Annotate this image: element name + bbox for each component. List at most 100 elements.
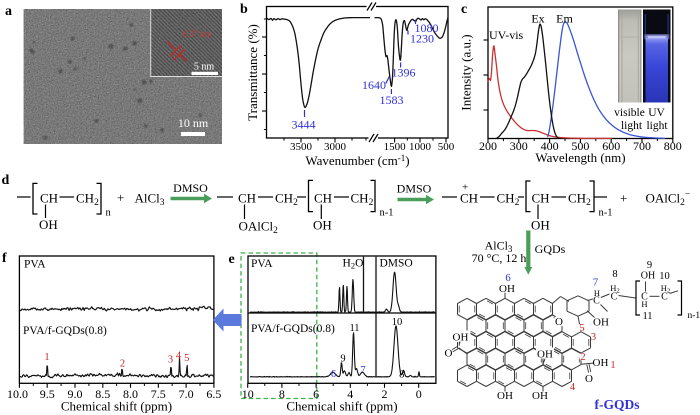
svg-text:OH: OH [593, 357, 609, 369]
svg-text:1000: 1000 [409, 141, 432, 153]
svg-text:3000: 3000 [324, 141, 347, 153]
svg-text:OH: OH [499, 283, 515, 295]
svg-text:UV-vis: UV-vis [489, 28, 524, 42]
svg-text:n-1: n-1 [688, 311, 700, 321]
svg-text:0: 0 [416, 387, 422, 401]
svg-text:2: 2 [120, 359, 125, 370]
svg-text:OH: OH [537, 349, 553, 361]
svg-text:O: O [585, 373, 593, 385]
svg-text:0.37 nm: 0.37 nm [182, 29, 212, 39]
svg-text:H2: H2 [610, 283, 619, 295]
svg-text:CH: CH [238, 191, 256, 206]
svg-text:OH: OH [497, 390, 513, 402]
svg-text:8: 8 [279, 387, 285, 401]
svg-text:Wavenumber (cm-1): Wavenumber (cm-1) [305, 153, 409, 168]
svg-text:f: f [2, 251, 7, 266]
svg-text:10: 10 [392, 317, 403, 328]
svg-text:3: 3 [168, 355, 173, 366]
svg-text:O: O [555, 316, 563, 328]
svg-text:3444: 3444 [292, 118, 316, 132]
svg-text:1396: 1396 [392, 66, 416, 80]
svg-text:H2: H2 [661, 283, 670, 295]
svg-text:a: a [5, 4, 12, 19]
svg-text:b: b [240, 2, 248, 17]
svg-text:OAlCl2: OAlCl2 [239, 219, 279, 237]
svg-text:CH2: CH2 [351, 191, 374, 209]
svg-text:200: 200 [479, 139, 497, 153]
svg-text:800: 800 [664, 139, 682, 153]
svg-text:CH2: CH2 [76, 191, 99, 209]
svg-text:GQDs: GQDs [535, 242, 566, 256]
svg-text:+: + [620, 191, 627, 206]
svg-text:10: 10 [659, 271, 670, 282]
svg-text:500: 500 [438, 141, 455, 153]
svg-text:DMSO: DMSO [173, 181, 208, 195]
svg-text:11: 11 [349, 323, 359, 334]
svg-text:11: 11 [642, 311, 652, 322]
svg-text:5 nm: 5 nm [194, 62, 215, 73]
svg-text:2: 2 [580, 352, 585, 363]
svg-text:4: 4 [570, 382, 576, 393]
svg-text:C: C [611, 292, 618, 303]
svg-text:PVA: PVA [24, 259, 46, 271]
svg-text:OH: OH [453, 332, 469, 344]
svg-text:f-GQDs: f-GQDs [595, 397, 640, 412]
svg-text:2: 2 [382, 387, 388, 401]
svg-text:600: 600 [602, 139, 620, 153]
svg-text:10.0: 10.0 [7, 387, 28, 401]
svg-text:CH: CH [532, 191, 550, 206]
svg-text:9.0: 9.0 [68, 387, 83, 401]
svg-text:500: 500 [571, 139, 589, 153]
svg-text:H: H [594, 288, 600, 298]
svg-text:H2O: H2O [343, 258, 364, 271]
svg-text:+: + [117, 190, 124, 205]
svg-text:c: c [461, 2, 467, 17]
svg-text:6.5: 6.5 [206, 387, 221, 401]
svg-text:n-1: n-1 [599, 208, 613, 219]
svg-text:Intensity (a.u.): Intensity (a.u.) [459, 34, 474, 110]
svg-text:400: 400 [541, 139, 559, 153]
svg-text:1: 1 [44, 352, 49, 363]
svg-text:C: C [661, 292, 668, 303]
svg-text:Chemical shift (ppm): Chemical shift (ppm) [61, 399, 172, 414]
svg-text:10: 10 [242, 387, 254, 401]
svg-text:light: light [646, 120, 668, 132]
svg-text:+: + [462, 182, 468, 194]
svg-text:7: 7 [360, 365, 365, 376]
svg-text:OH: OH [531, 218, 550, 233]
svg-text:8.5: 8.5 [95, 387, 110, 401]
svg-text:1080: 1080 [415, 21, 439, 35]
svg-text:CH2: CH2 [497, 191, 520, 209]
svg-text:CH2: CH2 [568, 191, 591, 209]
svg-text:7.0: 7.0 [179, 387, 194, 401]
svg-text:8: 8 [399, 370, 404, 381]
svg-text:6: 6 [331, 369, 336, 380]
svg-text:d: d [2, 173, 10, 188]
svg-text:9: 9 [647, 260, 652, 271]
svg-text:70 °C, 12 h: 70 °C, 12 h [472, 251, 527, 265]
svg-text:OH: OH [532, 390, 548, 402]
svg-text:5: 5 [579, 323, 584, 334]
svg-text:4: 4 [176, 351, 182, 362]
svg-text:n: n [106, 208, 112, 219]
svg-text:C: C [641, 292, 648, 303]
svg-text:1: 1 [610, 360, 615, 371]
svg-text:Ex: Ex [531, 12, 544, 26]
svg-text:H: H [641, 299, 647, 309]
svg-text:3: 3 [591, 332, 596, 343]
svg-text:9.5: 9.5 [40, 387, 55, 401]
svg-text:CH: CH [314, 191, 332, 206]
svg-text:7.5: 7.5 [151, 387, 166, 401]
svg-text:e: e [229, 252, 235, 267]
svg-text:8.0: 8.0 [123, 387, 138, 401]
svg-text:4: 4 [347, 387, 353, 401]
svg-text:OH: OH [39, 217, 58, 232]
svg-text:7: 7 [593, 278, 598, 289]
svg-text:visible: visible [614, 107, 645, 119]
svg-text:OH: OH [641, 271, 655, 282]
svg-text:O: O [445, 348, 453, 360]
svg-text:CH: CH [40, 191, 58, 206]
svg-text:300: 300 [510, 139, 528, 153]
svg-text:DMSO: DMSO [380, 258, 413, 270]
svg-text:6: 6 [313, 387, 319, 401]
